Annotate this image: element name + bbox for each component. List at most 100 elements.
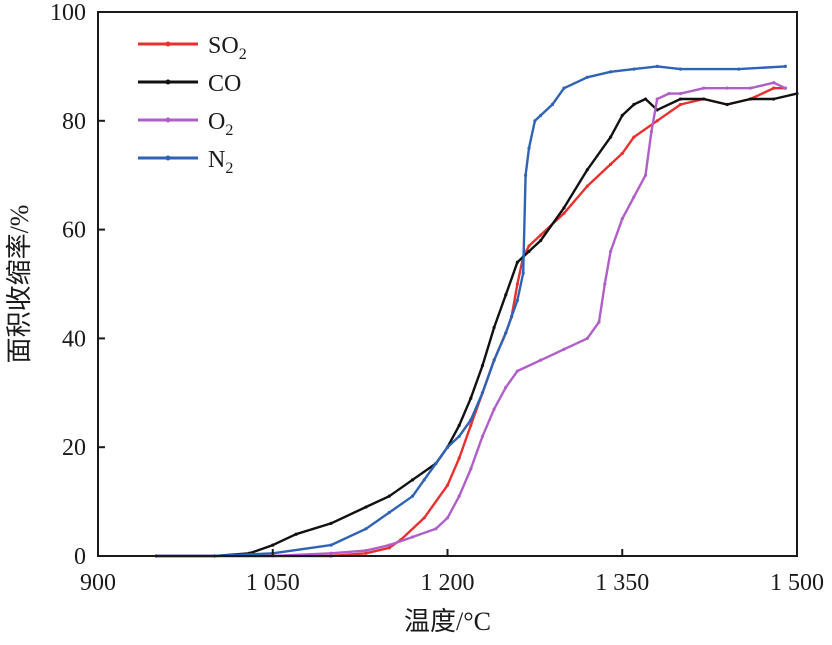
data-point: [527, 146, 531, 150]
data-point: [678, 97, 683, 101]
data-point: [562, 86, 566, 90]
y-tick-label: 60: [62, 218, 86, 244]
data-point: [632, 195, 636, 199]
data-point: [515, 369, 520, 373]
data-point: [562, 347, 566, 351]
data-point: [562, 211, 566, 215]
data-point: [562, 206, 566, 210]
data-point: [632, 67, 636, 71]
data-point: [504, 293, 508, 297]
data-point: [609, 135, 613, 139]
series-layer: [154, 64, 799, 558]
legend-label-main: O: [208, 109, 225, 135]
data-point: [492, 325, 496, 330]
data-point: [783, 86, 787, 90]
data-point: [585, 168, 589, 172]
data-point: [678, 92, 683, 96]
data-point: [294, 532, 298, 536]
data-point: [737, 67, 741, 71]
legend-marker: [165, 155, 171, 161]
data-point: [515, 282, 520, 286]
data-point: [620, 217, 624, 221]
data-point: [410, 535, 415, 539]
x-axis-title: 温度/°C: [404, 607, 491, 636]
data-point: [515, 260, 520, 264]
data-point: [550, 102, 554, 107]
data-point: [702, 86, 706, 90]
data-point: [678, 67, 683, 71]
series-line-4: [155, 65, 787, 558]
data-point: [603, 282, 607, 286]
x-tick-label: 1 200: [421, 570, 475, 596]
legend-label-main: N: [208, 147, 225, 173]
data-point: [364, 551, 368, 555]
data-point: [457, 434, 461, 438]
series-line-3: [155, 81, 787, 558]
data-point: [480, 364, 485, 368]
data-point: [655, 64, 659, 68]
data-point: [643, 97, 648, 101]
data-point: [748, 97, 753, 101]
legend-label-subscript: 2: [239, 46, 247, 63]
data-point: [504, 331, 508, 335]
data-point: [445, 483, 450, 487]
data-point: [649, 130, 653, 134]
data-point: [748, 86, 753, 90]
x-tick-label: 1 050: [246, 570, 300, 596]
data-point: [702, 97, 706, 101]
plot-frame: [97, 11, 798, 557]
data-point: [772, 86, 776, 90]
data-point: [597, 320, 601, 324]
legend-marker: [165, 79, 171, 85]
data-point: [445, 516, 450, 520]
data-point: [434, 527, 438, 531]
legend-label: SO2: [208, 33, 247, 63]
data-point: [539, 358, 543, 362]
legend-label-main: SO: [208, 33, 239, 59]
ticks-layer: 900 1 050 1 200 1 350 1 500 0 20 40 60 80 100: [50, 0, 824, 596]
data-point: [585, 75, 589, 79]
legend-label: O2: [208, 109, 233, 139]
data-point: [521, 271, 525, 275]
data-point: [585, 184, 589, 188]
data-point: [539, 238, 543, 243]
y-axis-title: 面积收缩率/%: [5, 205, 34, 364]
data-point: [609, 70, 613, 74]
data-point: [410, 494, 415, 498]
data-point: [469, 467, 473, 471]
data-point: [527, 249, 531, 253]
x-tick-label: 1 500: [770, 570, 824, 596]
data-point: [678, 102, 683, 107]
data-point: [533, 119, 537, 123]
data-point: [725, 86, 729, 90]
x-tick-label: 1 350: [595, 570, 649, 596]
data-point: [480, 434, 485, 438]
data-point: [515, 298, 520, 302]
series-line-2: [155, 92, 799, 558]
data-point: [387, 494, 391, 498]
legend-label: N2: [208, 147, 233, 177]
data-point: [329, 551, 333, 555]
data-point: [655, 97, 659, 101]
legend-label: CO: [208, 71, 241, 97]
data-point: [387, 510, 391, 515]
data-point: [434, 461, 438, 466]
data-point: [469, 418, 473, 422]
data-point: [539, 233, 543, 237]
data-point: [585, 336, 589, 340]
x-tick-label: 900: [80, 570, 116, 596]
data-point: [492, 358, 496, 362]
data-point: [725, 102, 729, 107]
series-line-1: [155, 86, 787, 558]
data-point: [504, 385, 508, 389]
data-point: [364, 548, 368, 553]
data-point: [509, 315, 514, 319]
data-point: [783, 64, 787, 68]
data-point: [609, 162, 613, 166]
data-point: [667, 92, 671, 96]
legend-label-subscript: 2: [225, 160, 233, 177]
y-tick-label: 0: [74, 544, 86, 570]
data-point: [445, 445, 450, 449]
